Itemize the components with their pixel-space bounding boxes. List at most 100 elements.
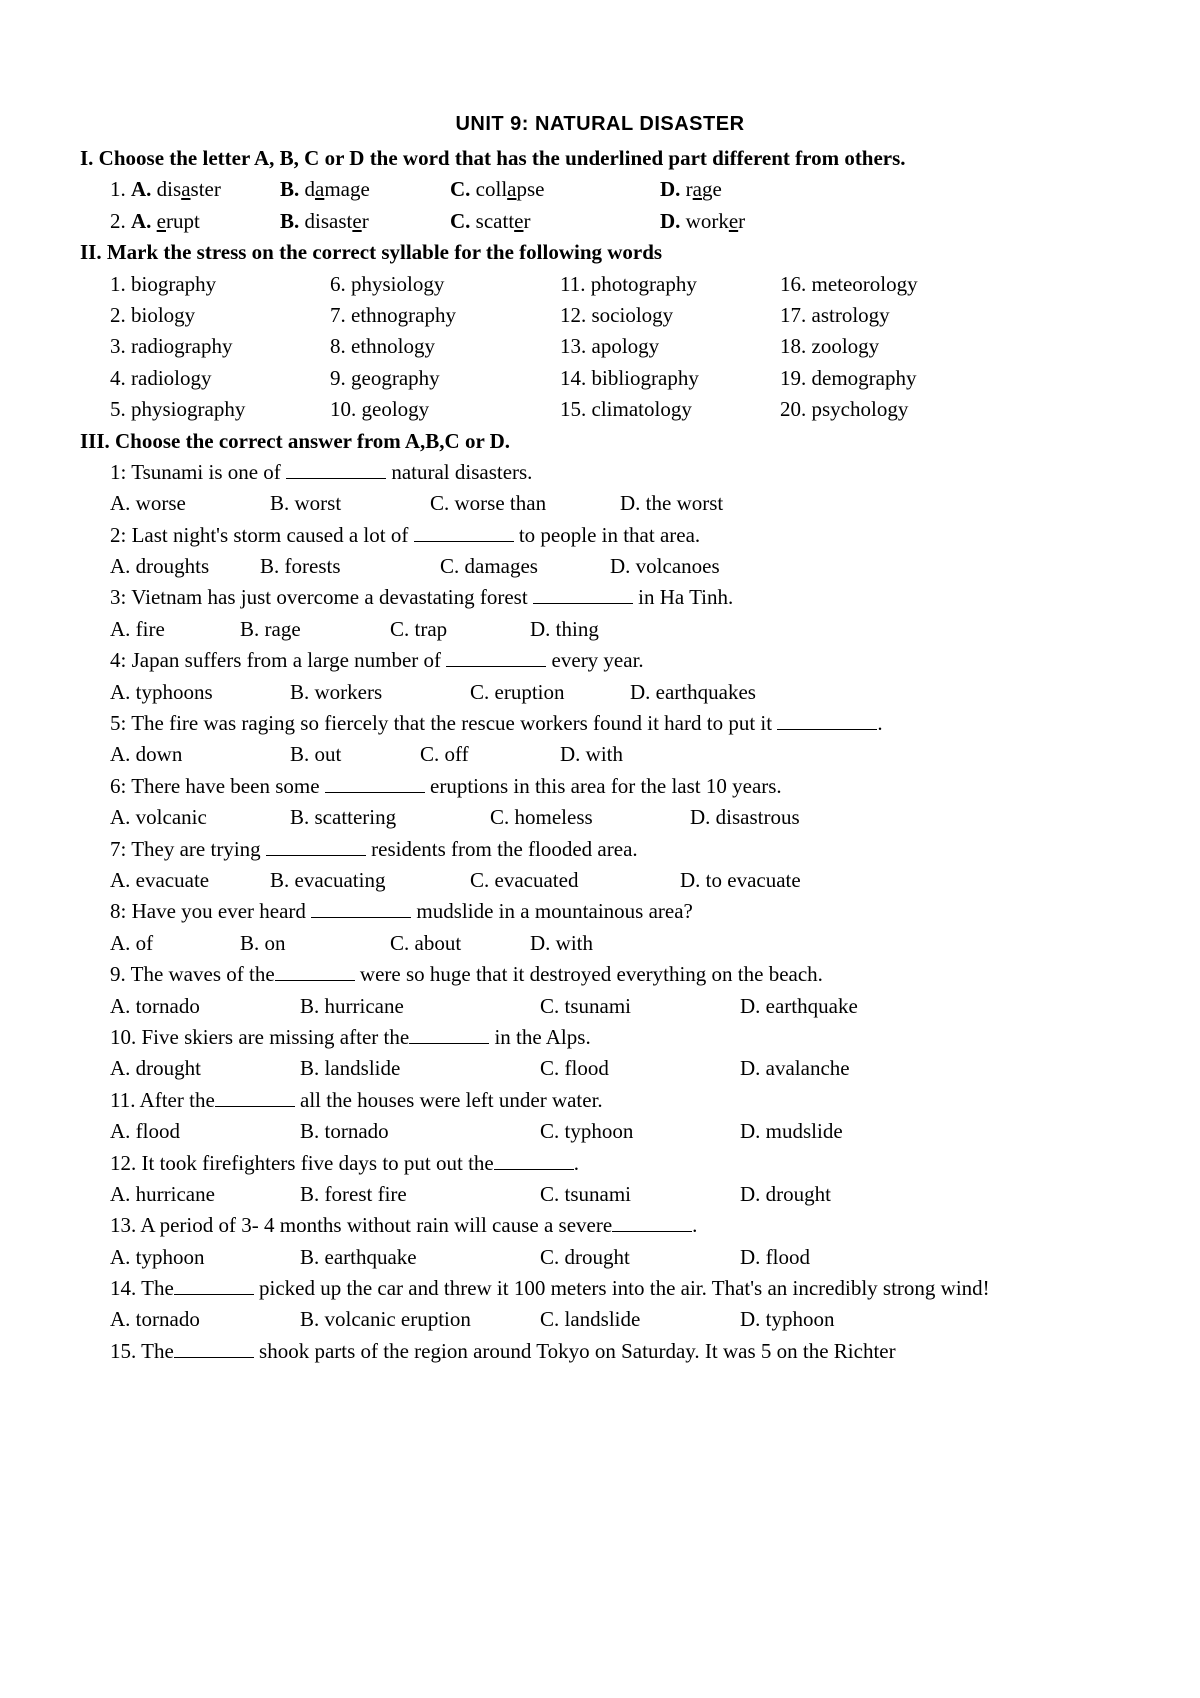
q5-post: . <box>877 711 882 735</box>
q4-a: A. typhoons <box>110 678 290 707</box>
q1a-ul: a <box>181 177 190 201</box>
s3-q9: 9. The waves of the were so huge that it… <box>110 960 1120 989</box>
q13-post: . <box>692 1213 697 1237</box>
q2-a: A. droughts <box>110 552 260 581</box>
s3-q5-opts: A. down B. out C. off D. with <box>110 740 1120 769</box>
section-1-header: I. Choose the letter A, B, C or D the wo… <box>80 144 1120 173</box>
blank <box>174 1274 254 1295</box>
q15-pre: 15. The <box>110 1339 174 1363</box>
section-2-header: II. Mark the stress on the correct sylla… <box>80 238 1120 267</box>
s3-q7: 7: They are trying residents from the fl… <box>110 835 1120 864</box>
blank <box>414 521 514 542</box>
q2-b: B. forests <box>260 552 440 581</box>
q14-post: picked up the car and threw it 100 meter… <box>254 1276 990 1300</box>
s3-q4: 4: Japan suffers from a large number of … <box>110 646 1120 675</box>
s3-q1-opts: A. worse B. worst C. worse than D. the w… <box>110 489 1120 518</box>
q1b-post: mage <box>324 177 369 201</box>
s3-q7-opts: A. evacuate B. evacuating C. evacuated D… <box>110 866 1120 895</box>
s1-q1: 1. A. disaster B. damage C. collapse D. … <box>110 175 1120 204</box>
q14-pre: 14. The <box>110 1276 174 1300</box>
q1-c: C. worse than <box>430 489 620 518</box>
blank <box>325 772 425 793</box>
blank <box>266 835 366 856</box>
q13-d: D. flood <box>740 1243 810 1272</box>
q7-b: B. evacuating <box>270 866 470 895</box>
s3-q9-opts: A. tornado B. hurricane C. tsunami D. ea… <box>110 992 1120 1021</box>
q12-pre: 12. It took firefighters five days to pu… <box>110 1151 494 1175</box>
s3-q13-opts: A. typhoon B. earthquake C. drought D. f… <box>110 1243 1120 1272</box>
q1-d: D. the worst <box>620 489 723 518</box>
q8-post: mudslide in a mountainous area? <box>411 899 693 923</box>
q6-d: D. disastrous <box>690 803 800 832</box>
q9-post: were so huge that it destroyed everythin… <box>355 962 823 986</box>
blank <box>612 1211 692 1232</box>
s1-q1-d: D. rage <box>660 175 800 204</box>
q1-pre: 1: Tsunami is one of <box>110 460 286 484</box>
q3-pre: 3: Vietnam has just overcome a devastati… <box>110 585 533 609</box>
q10-d: D. avalanche <box>740 1054 850 1083</box>
q1-b: B. worst <box>270 489 430 518</box>
s2-c4-r1: 16. meteorology <box>780 270 980 299</box>
q1d-ul: a <box>693 177 702 201</box>
q8-c: C. about <box>390 929 530 958</box>
q3-d: D. thing <box>530 615 599 644</box>
s2-c4-r4: 19. demography <box>780 364 980 393</box>
s2-c3-r4: 14. bibliography <box>560 364 780 393</box>
q11-post: all the houses were left under water. <box>295 1088 603 1112</box>
label-a: A. <box>131 177 151 201</box>
q2-pre: 2: Last night's storm caused a lot of <box>110 523 414 547</box>
q11-c: C. typhoon <box>540 1117 740 1146</box>
s2-c2-r5: 10. geology <box>330 395 560 424</box>
blank <box>533 584 633 605</box>
q7-a: A. evacuate <box>110 866 270 895</box>
q2c-pre: scatt <box>476 209 514 233</box>
s2-grid: 1. biography 6. physiology 11. photograp… <box>110 270 1120 425</box>
q14-c: C. landslide <box>540 1305 740 1334</box>
blank <box>215 1086 295 1107</box>
q6-pre: 6: There have been some <box>110 774 325 798</box>
s3-q15: 15. The shook parts of the region around… <box>110 1337 1120 1366</box>
s2-c2-r2: 7. ethnography <box>330 301 560 330</box>
s1-q2-a: 2. A. erupt <box>110 207 280 236</box>
s1-q2: 2. A. erupt B. disaster C. scatter D. wo… <box>110 207 1120 236</box>
s3-q2: 2: Last night's storm caused a lot of to… <box>110 521 1120 550</box>
s3-q10: 10. Five skiers are missing after the in… <box>110 1023 1120 1052</box>
q6-b: B. scattering <box>290 803 490 832</box>
q4-c: C. eruption <box>470 678 630 707</box>
q10-pre: 10. Five skiers are missing after the <box>110 1025 409 1049</box>
label-c: C. <box>450 209 470 233</box>
q1-post: natural disasters. <box>386 460 532 484</box>
blank <box>409 1023 489 1044</box>
q2b-pre: disast <box>305 209 353 233</box>
q4-post: every year. <box>546 648 643 672</box>
q7-pre: 7: They are trying <box>110 837 266 861</box>
label-b: B. <box>280 177 299 201</box>
s2-c2-r4: 9. geography <box>330 364 560 393</box>
s2-c3-r5: 15. climatology <box>560 395 780 424</box>
s3-q10-opts: A. drought B. landslide C. flood D. aval… <box>110 1054 1120 1083</box>
s1-q1-a: 1. A. disaster <box>110 175 280 204</box>
s2-c1-r4: 4. radiology <box>110 364 330 393</box>
q5-c: C. off <box>420 740 560 769</box>
s3-q3: 3: Vietnam has just overcome a devastati… <box>110 583 1120 612</box>
s1-q2-d: D. worker <box>660 207 800 236</box>
s2-c4-r2: 17. astrology <box>780 301 980 330</box>
blank <box>286 458 386 479</box>
q2d-post: r <box>738 209 745 233</box>
q9-c: C. tsunami <box>540 992 740 1021</box>
q12-a: A. hurricane <box>110 1180 300 1209</box>
q8-a: A. of <box>110 929 240 958</box>
unit-title: UNIT 9: NATURAL DISASTER <box>80 110 1120 138</box>
q1-num: 1. <box>110 177 126 201</box>
blank <box>311 897 411 918</box>
s3-q4-opts: A. typhoons B. workers C. eruption D. ea… <box>110 678 1120 707</box>
s3-q13: 13. A period of 3- 4 months without rain… <box>110 1211 1120 1240</box>
q2c-post: r <box>523 209 530 233</box>
q6-a: A. volcanic <box>110 803 290 832</box>
q13-b: B. earthquake <box>300 1243 540 1272</box>
q1b-pre: d <box>305 177 316 201</box>
q9-b: B. hurricane <box>300 992 540 1021</box>
label-b: B. <box>280 209 299 233</box>
q10-a: A. drought <box>110 1054 300 1083</box>
q14-d: D. typhoon <box>740 1305 835 1334</box>
